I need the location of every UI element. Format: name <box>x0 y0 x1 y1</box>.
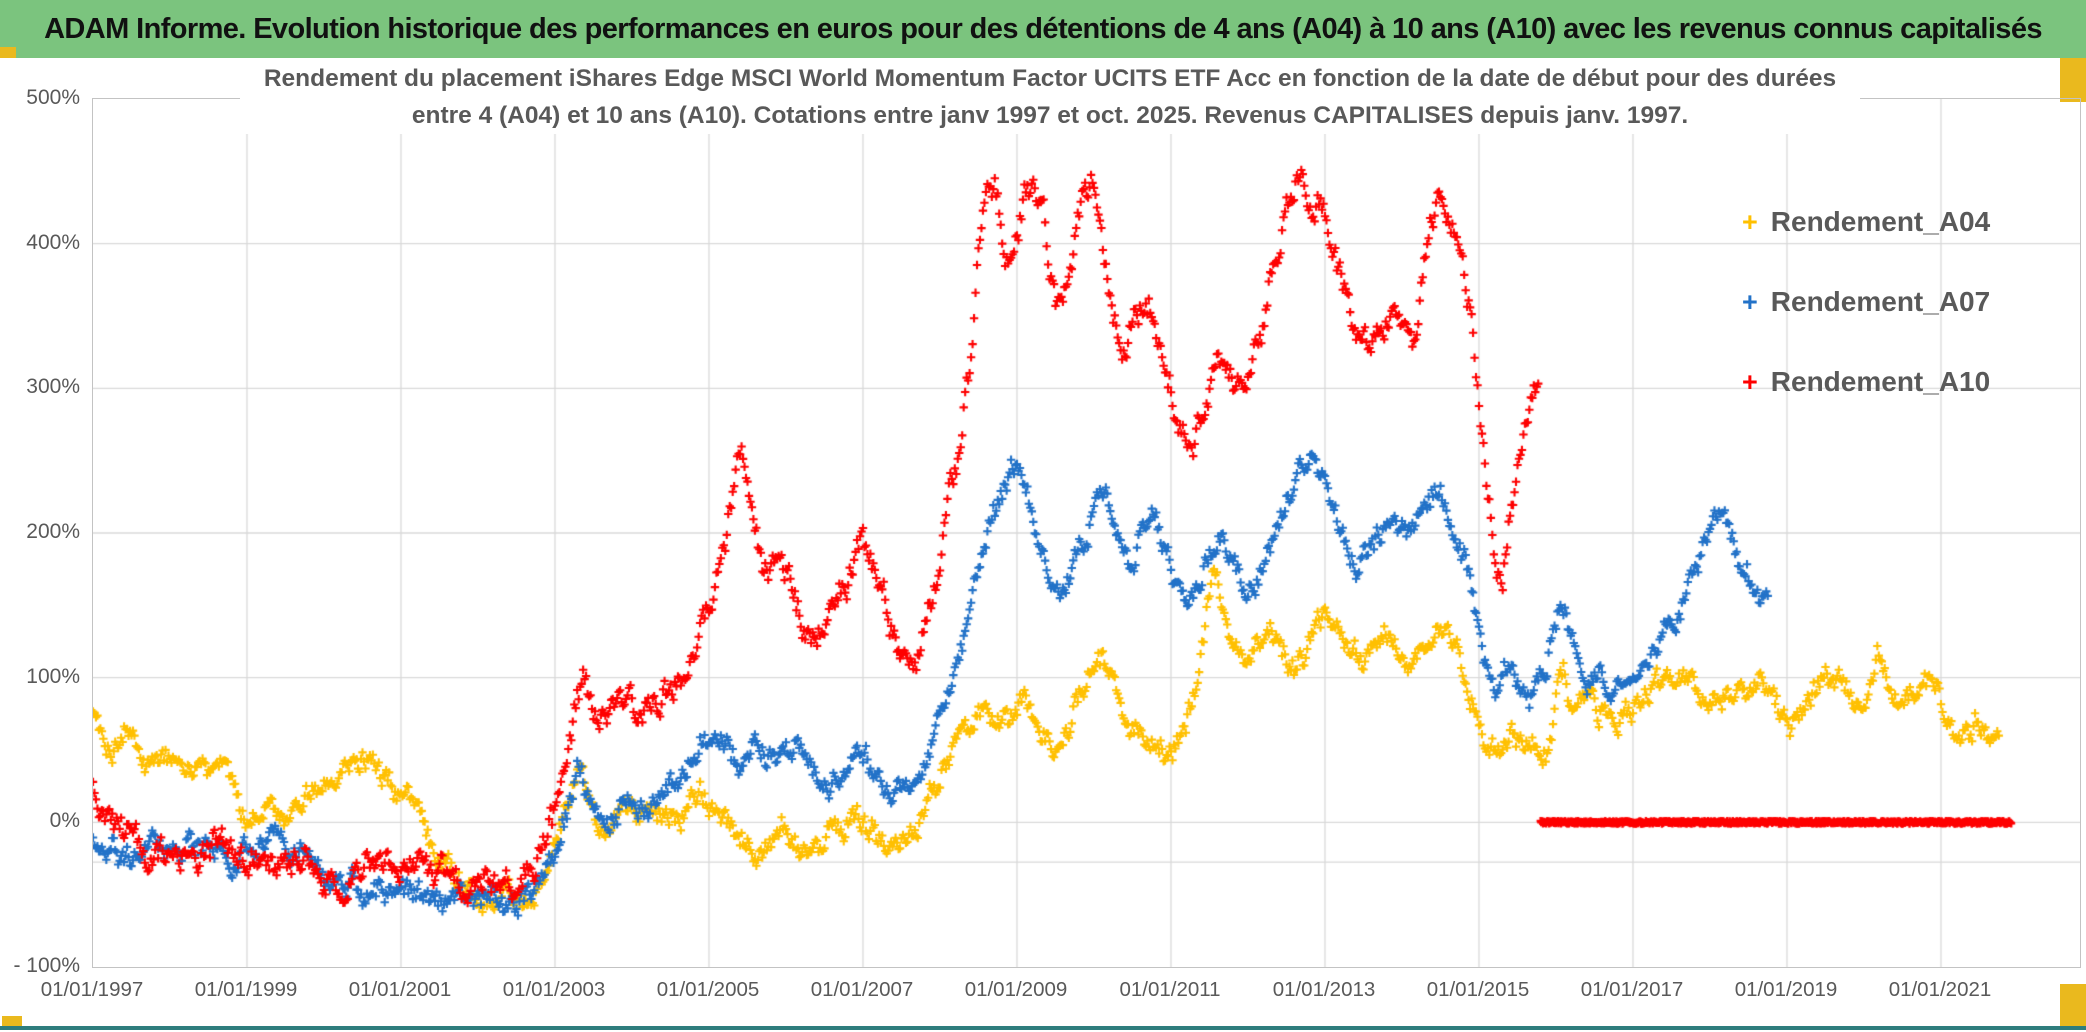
legend-plus-marker-icon: + <box>1742 367 1758 397</box>
x-axis-label: 01/01/1999 <box>194 978 298 1001</box>
chart-title-line2: entre 4 (A04) et 10 ans (A10). Cotations… <box>411 102 1689 129</box>
gold-corner-accent-top-right <box>2060 58 2086 102</box>
x-axis-label: 01/01/2017 <box>1580 978 1684 1001</box>
legend-plus-marker-icon: + <box>1742 207 1758 237</box>
x-axis-label: 01/01/2013 <box>1272 978 1376 1001</box>
x-axis-label: 01/01/2011 <box>1119 978 1221 1001</box>
x-axis-label: 01/01/2003 <box>502 978 606 1001</box>
page-title: ADAM Informe. Evolution historique des p… <box>44 12 2042 45</box>
x-axis-label: 01/01/2021 <box>1888 978 1992 1001</box>
gold-corner-accent-bottom-right <box>2060 984 2086 1028</box>
x-axis-label: 01/01/2005 <box>656 978 760 1001</box>
gold-corner-accent-top-left <box>0 47 16 58</box>
header-bar: ADAM Informe. Evolution historique des p… <box>0 0 2086 58</box>
x-axis-label: 01/01/1997 <box>40 978 144 1001</box>
x-axis-label: 01/01/2019 <box>1734 978 1838 1001</box>
chart-canvas <box>93 99 2080 967</box>
x-axis-label: 01/01/2009 <box>964 978 1068 1001</box>
legend-item-rendement_a04: + Rendement_A04 <box>1742 200 1990 244</box>
legend-item-rendement_a10: + Rendement_A10 <box>1742 360 1990 404</box>
gold-corner-accent-bottom-left <box>2 1016 22 1029</box>
y-axis-label: 500% <box>26 86 80 109</box>
chart-title: Rendement du placement iShares Edge MSCI… <box>240 60 1860 134</box>
legend-item-rendement_a07: + Rendement_A07 <box>1742 280 1990 324</box>
x-axis-label: 01/01/2001 <box>348 978 452 1001</box>
legend-label: Rendement_A10 <box>1770 366 1991 397</box>
y-axis-label: 100% <box>26 664 80 688</box>
legend-label: Rendement_A07 <box>1770 286 1991 317</box>
legend-label: Rendement_A04 <box>1770 206 1991 237</box>
legend-plus-marker-icon: + <box>1742 287 1758 317</box>
bottom-accent-line <box>0 1026 2086 1030</box>
y-axis-label: 0% <box>49 809 80 833</box>
chart-title-line1: Rendement du placement iShares Edge MSCI… <box>263 65 1837 92</box>
x-axis-label: 01/01/2007 <box>810 978 914 1001</box>
x-axis-label: 01/01/2015 <box>1426 978 1530 1001</box>
y-axis-label: 300% <box>26 375 80 399</box>
y-axis-label: 200% <box>26 520 80 543</box>
y-axis-label: 400% <box>26 230 80 254</box>
y-axis-label: - 100% <box>13 954 80 977</box>
